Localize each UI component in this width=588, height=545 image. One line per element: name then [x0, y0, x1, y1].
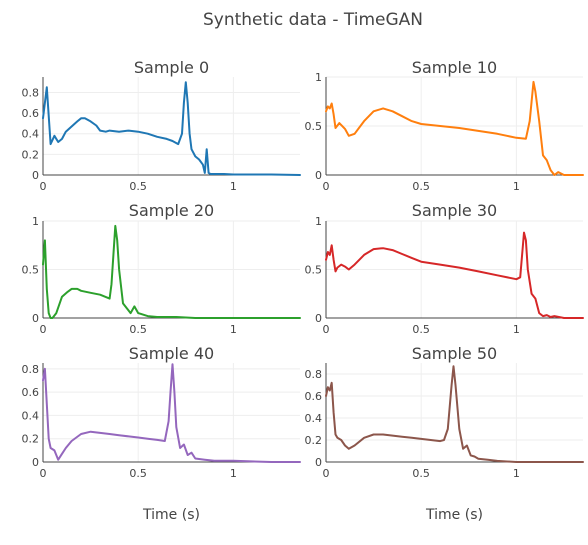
subplot-title: Sample 40 — [129, 344, 214, 363]
subplot-0: 0 0.5 1 0 0.2 0.4 0.6 0.8 Sample 0 — [22, 58, 301, 193]
x-tick-label: 1 — [513, 467, 520, 480]
y-tick-label: 0.2 — [22, 148, 40, 161]
x-tick-label: 1 — [230, 180, 237, 193]
y-tick-label: 0.4 — [22, 409, 40, 422]
y-tick-label: 0.2 — [305, 434, 323, 447]
x-tick-label: 0.5 — [412, 467, 430, 480]
subplot-3: 0 0.5 1 0 0.5 1 Sample 30 — [305, 201, 584, 336]
y-tick-label: 0.5 — [22, 264, 40, 277]
x-tick-label: 0 — [40, 467, 47, 480]
y-tick-label: 0 — [32, 312, 39, 325]
subplot-1: 0 0.5 1 0 0.5 1 Sample 10 — [305, 58, 584, 193]
y-tick-label: 0.8 — [22, 86, 40, 99]
subplot-title: Sample 30 — [412, 201, 497, 220]
y-tick-label: 1 — [32, 215, 39, 228]
series-line — [42, 224, 301, 319]
y-tick-label: 1 — [315, 71, 322, 84]
series-line — [42, 81, 301, 176]
x-tick-label: 0.5 — [412, 180, 430, 193]
x-tick-label: 0.5 — [412, 323, 430, 336]
y-tick-label: 0.8 — [22, 363, 40, 376]
y-tick-label: 0.5 — [305, 120, 323, 133]
x-axis-label: Time (s) — [142, 507, 200, 523]
x-tick-label: 0 — [40, 323, 47, 336]
y-tick-label: 0 — [315, 456, 322, 469]
subplot-2: 0 0.5 1 0 0.5 1 Sample 20 — [22, 201, 301, 336]
x-tick-label: 1 — [513, 323, 520, 336]
x-tick-label: 0 — [40, 180, 47, 193]
series-line — [325, 80, 584, 176]
x-tick-label: 0 — [323, 323, 330, 336]
y-tick-label: 0.6 — [22, 107, 40, 120]
series-line — [42, 363, 301, 463]
x-tick-label: 1 — [230, 467, 237, 480]
y-tick-label: 0 — [315, 169, 322, 182]
subplot-title: Sample 0 — [134, 58, 209, 77]
y-tick-label: 0.6 — [22, 386, 40, 399]
x-tick-label: 0.5 — [129, 180, 147, 193]
subplot-title: Sample 10 — [412, 58, 497, 77]
x-tick-label: 0 — [323, 180, 330, 193]
y-tick-label: 0.4 — [305, 412, 323, 425]
x-tick-label: 0 — [323, 467, 330, 480]
y-tick-label: 0.4 — [22, 128, 40, 141]
y-tick-label: 0.2 — [22, 433, 40, 446]
subplot-4: 0 0.5 1 0 0.2 0.4 0.6 0.8 Sample 40 Time (s) — [22, 344, 301, 523]
y-tick-label: 0.6 — [305, 390, 323, 403]
y-tick-label: 0.5 — [305, 264, 323, 277]
x-tick-label: 0.5 — [129, 467, 147, 480]
subplot-5: 0 0.5 1 0 0.2 0.4 0.6 0.8 Sample 50 Time (s) — [305, 344, 584, 523]
y-tick-label: 0.8 — [305, 368, 323, 381]
figure-title: Synthetic data - TimeGAN — [202, 10, 424, 30]
x-tick-label: 1 — [513, 180, 520, 193]
subplot-title: Sample 50 — [412, 344, 497, 363]
subplot-title: Sample 20 — [129, 201, 214, 220]
y-tick-label: 0 — [315, 312, 322, 325]
x-tick-label: 1 — [230, 323, 237, 336]
y-tick-label: 1 — [315, 215, 322, 228]
series-line — [325, 231, 584, 319]
series-line — [325, 365, 584, 463]
y-tick-label: 0 — [32, 169, 39, 182]
y-tick-label: 0 — [32, 456, 39, 469]
x-tick-label: 0.5 — [129, 323, 147, 336]
x-axis-label: Time (s) — [425, 507, 483, 523]
